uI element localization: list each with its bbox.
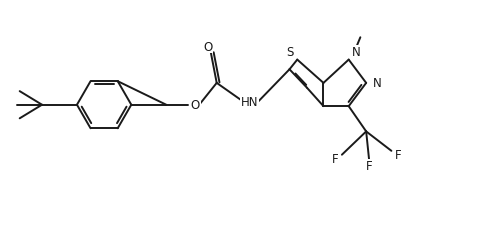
Text: N: N: [372, 77, 381, 90]
Text: N: N: [352, 46, 361, 59]
Text: F: F: [366, 160, 372, 173]
Text: O: O: [204, 40, 213, 53]
Text: F: F: [395, 148, 401, 161]
Text: S: S: [286, 46, 293, 59]
Text: HN: HN: [241, 95, 258, 108]
Text: F: F: [332, 152, 338, 165]
Text: O: O: [191, 99, 200, 112]
